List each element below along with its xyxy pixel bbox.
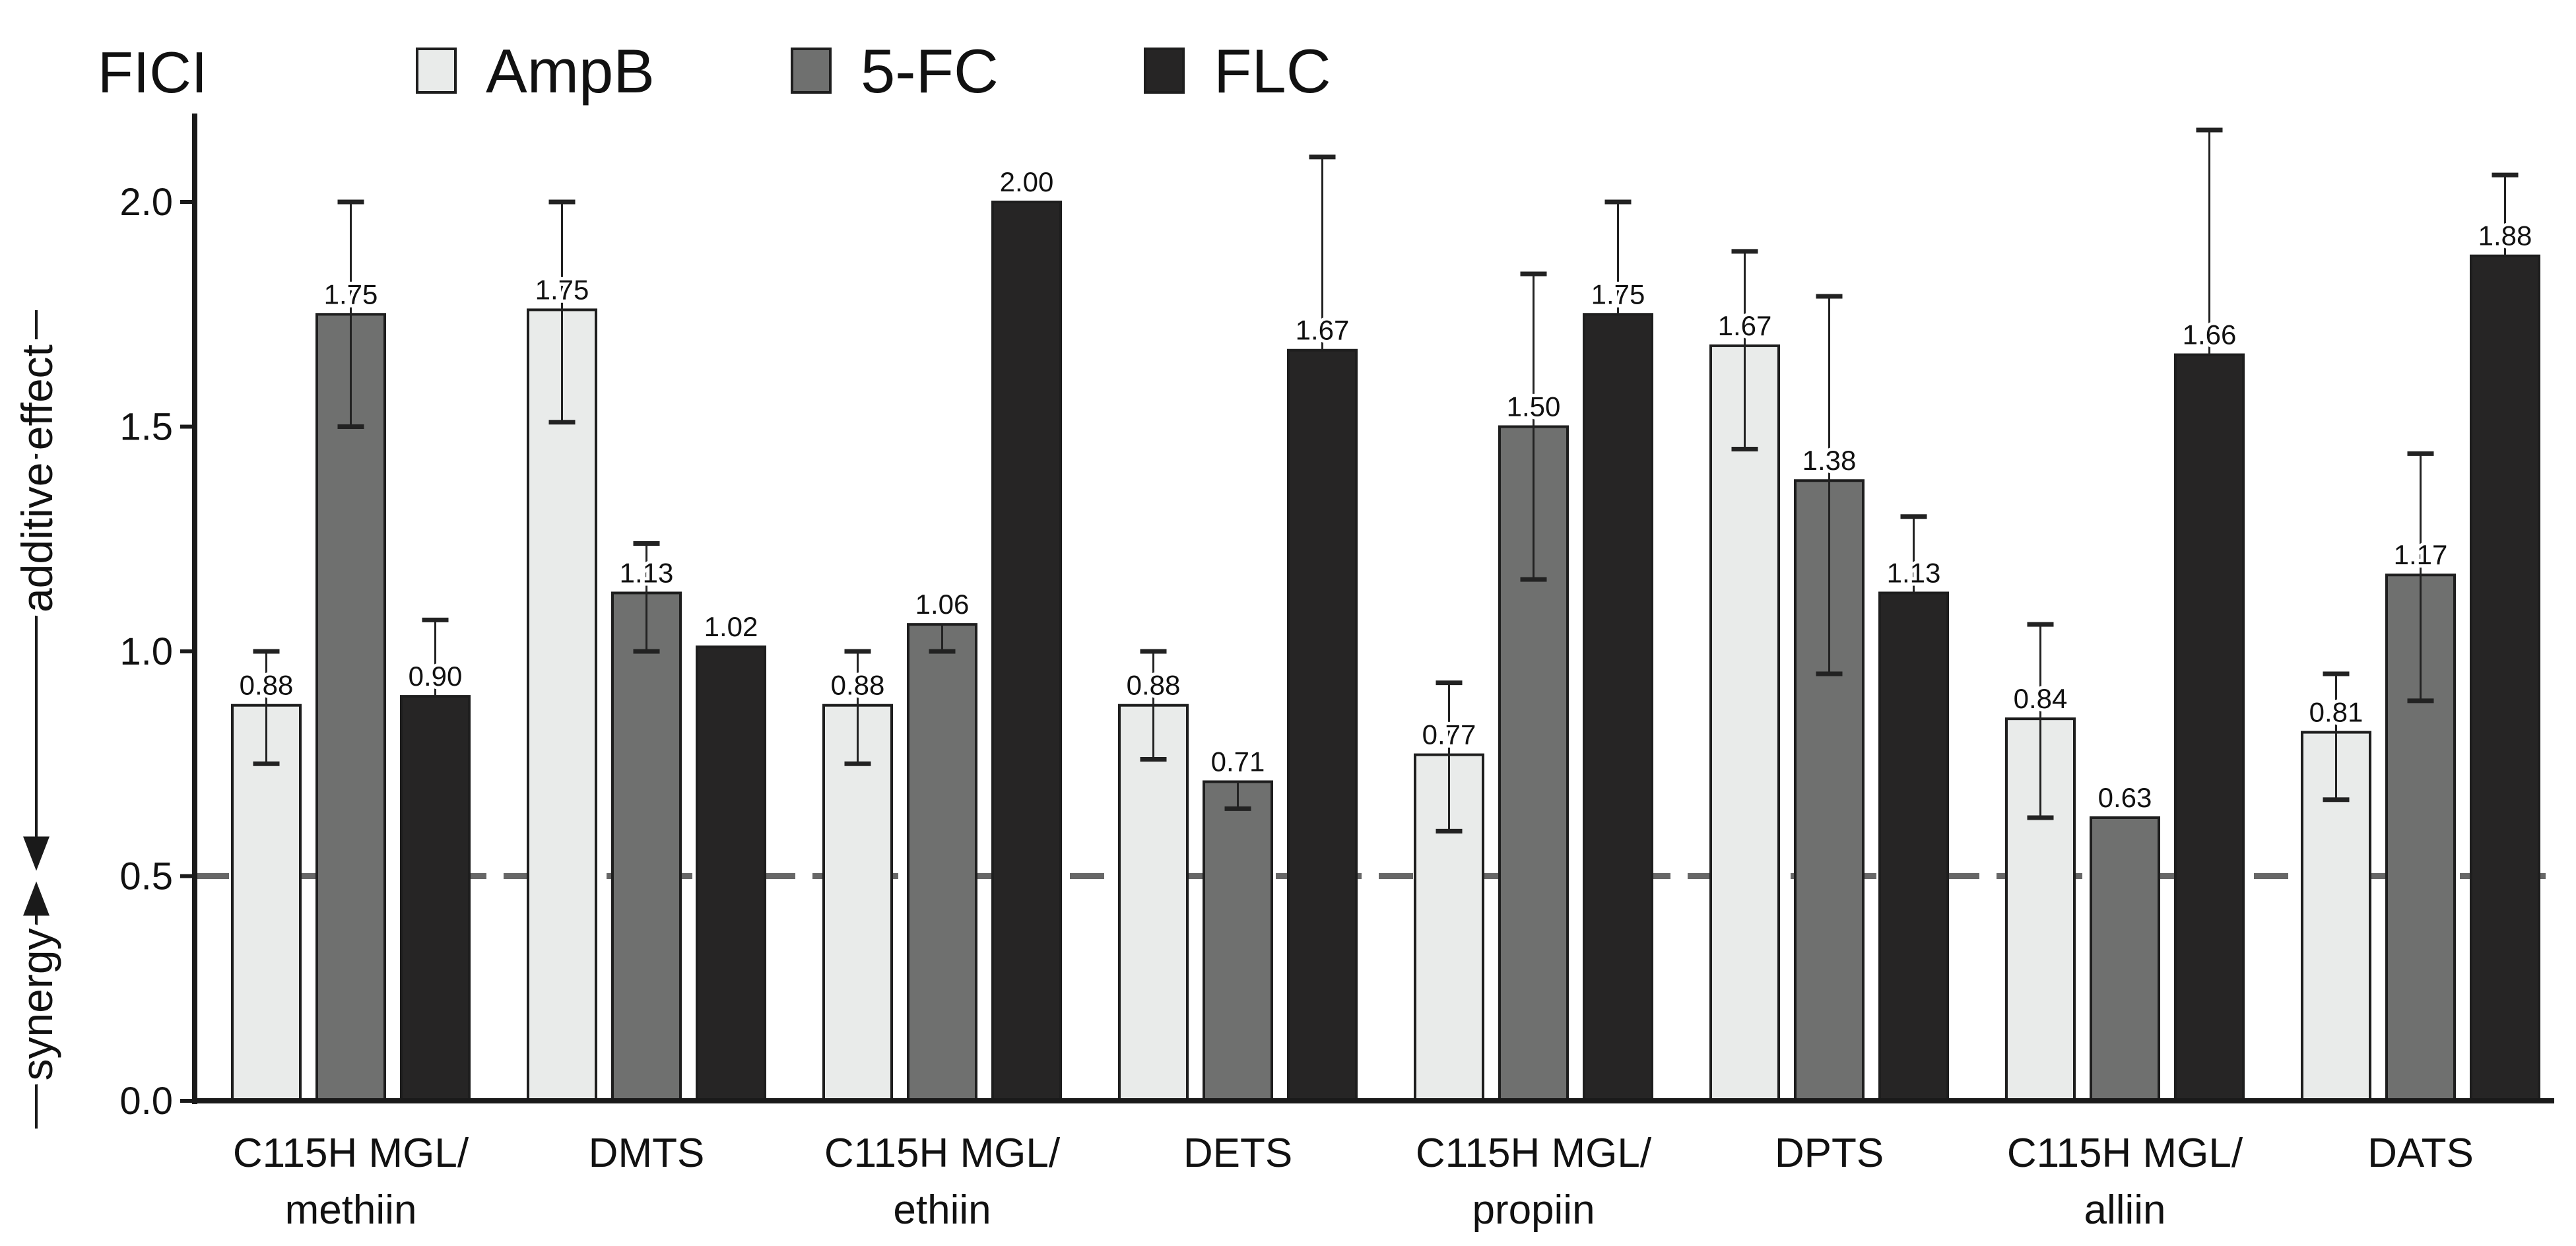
value-label-5-FC-2: 1.06	[915, 589, 970, 620]
bar-FLC-1	[696, 645, 766, 1102]
y-axis-title: FICI	[98, 40, 207, 105]
bar-FLC-4	[1583, 313, 1653, 1102]
value-label-FLC-4: 1.75	[1591, 279, 1645, 310]
y-tick-label-0: 0.0	[119, 1080, 173, 1123]
category-label-6-line-1: alliin	[2084, 1187, 2165, 1233]
bar-AmpB-3	[1118, 704, 1189, 1102]
legend-swatch-AmpB	[416, 48, 457, 94]
y-tick-label-1: 0.5	[119, 855, 173, 898]
legend-swatch-5-FC	[791, 48, 832, 94]
bar-AmpB-5	[1709, 344, 1780, 1102]
bar-FLC-6	[2174, 353, 2245, 1102]
value-label-FLC-7: 1.88	[2478, 220, 2532, 251]
axes-layer	[23, 48, 2554, 1129]
bar-AmpB-2	[822, 704, 893, 1102]
legend-label-FLC: FLC	[1214, 36, 1331, 106]
category-label-3-line-0: DETS	[1183, 1131, 1292, 1176]
bar-FLC-2	[991, 201, 1062, 1102]
category-label-4-line-0: C115H MGL/	[1416, 1131, 1652, 1176]
zone-label-synergy: synergy	[13, 928, 61, 1080]
value-label-5-FC-3: 0.71	[1211, 746, 1265, 777]
value-label-AmpB-1: 1.75	[535, 274, 589, 305]
value-label-5-FC-5: 1.38	[1802, 445, 1857, 476]
category-label-0-line-0: C115H MGL/	[233, 1131, 469, 1176]
value-label-5-FC-1: 1.13	[620, 557, 674, 588]
legend-label-AmpB: AmpB	[486, 36, 655, 106]
category-label-6-line-0: C115H MGL/	[2007, 1131, 2243, 1176]
bar-5-FC-0	[315, 313, 386, 1102]
value-label-AmpB-5: 1.67	[1718, 310, 1772, 341]
legend-swatch-FLC	[1144, 48, 1185, 94]
category-label-7-line-0: DATS	[2367, 1131, 2474, 1176]
value-label-5-FC-0: 1.75	[324, 279, 378, 310]
category-label-1-line-0: DMTS	[589, 1131, 705, 1176]
category-label-4-line-1: propiin	[1472, 1187, 1595, 1233]
value-label-AmpB-6: 0.84	[2014, 683, 2068, 714]
value-label-FLC-6: 1.66	[2183, 319, 2237, 350]
category-label-2-line-0: C115H MGL/	[824, 1131, 1061, 1176]
legend-label-5-FC: 5-FC	[861, 36, 999, 106]
category-label-5-line-0: DPTS	[1775, 1131, 1884, 1176]
y-tick-label-4: 2.0	[119, 181, 173, 224]
bar-FLC-0	[400, 695, 471, 1102]
bar-FLC-5	[1878, 591, 1949, 1102]
value-label-AmpB-0: 0.88	[240, 670, 294, 701]
bar-5-FC-6	[2090, 816, 2160, 1102]
bracket-arrow-up-icon	[23, 881, 50, 916]
bar-5-FC-7	[2385, 574, 2456, 1102]
y-tick-label-3: 1.5	[119, 406, 173, 449]
value-label-5-FC-7: 1.17	[2394, 539, 2448, 570]
value-label-FLC-5: 1.13	[1887, 557, 1941, 588]
zone-label-additive-effect: additive effect	[13, 344, 61, 612]
bars-layer	[195, 127, 2554, 1103]
category-label-0-line-1: methiin	[285, 1187, 417, 1233]
bar-5-FC-2	[907, 623, 977, 1102]
bar-FLC-3	[1287, 348, 1358, 1102]
value-label-AmpB-7: 0.81	[2309, 697, 2363, 728]
value-label-AmpB-3: 0.88	[1127, 670, 1181, 701]
value-label-FLC-0: 0.90	[409, 661, 463, 692]
value-label-FLC-3: 1.67	[1296, 315, 1350, 346]
category-label-2-line-1: ethiin	[893, 1187, 991, 1233]
bar-5-FC-3	[1203, 780, 1273, 1102]
y-tick-label-2: 1.0	[119, 630, 173, 673]
bar-FLC-7	[2470, 254, 2540, 1103]
bracket-arrow-down-icon	[23, 836, 50, 871]
value-label-5-FC-4: 1.50	[1507, 391, 1561, 422]
value-label-AmpB-2: 0.88	[831, 670, 885, 701]
value-label-AmpB-4: 0.77	[1422, 719, 1476, 750]
text-layer: 0.88 1.75 0.90 C115H MGL/methiin 1.75 1.13 1.0…	[7, 36, 2535, 1233]
bar-5-FC-1	[611, 591, 682, 1102]
value-label-5-FC-6: 0.63	[2098, 782, 2152, 813]
value-label-FLC-1: 1.02	[704, 611, 758, 642]
bar-AmpB-1	[527, 308, 597, 1103]
value-label-FLC-2: 2.00	[1000, 166, 1054, 197]
